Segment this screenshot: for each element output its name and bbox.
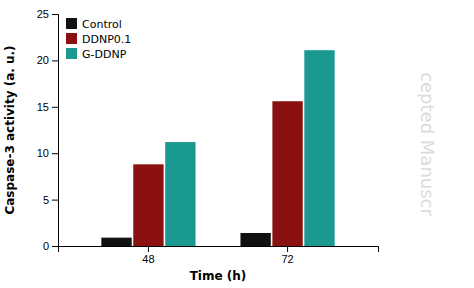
legend-swatch: [66, 48, 77, 59]
chart: 48 72 0 5 10 15 20 25 Control DDNP0.1 G-DDNP Time (…: [0, 0, 474, 288]
y-axis-title: Caspase-3 activity (a. u.): [3, 45, 17, 214]
bar: [133, 164, 163, 246]
legend-item: G-DDNP: [66, 48, 127, 61]
y-tick-label: 25: [37, 8, 49, 20]
plot: 48 72 0 5 10 15 20 25 Control DDNP0.1 G-DDNP: [37, 8, 379, 265]
legend-swatch: [66, 33, 77, 44]
y-tick-label: 10: [37, 147, 49, 159]
y-tick-mark: [52, 153, 58, 154]
bars: [101, 50, 334, 246]
series: [165, 50, 334, 246]
legend-item: Control: [66, 18, 122, 31]
legend: Control DDNP0.1 G-DDNP: [66, 18, 131, 61]
x-tick: 72: [281, 246, 293, 265]
y-tick: 25: [37, 8, 58, 20]
x-axis: 48 72: [59, 246, 379, 265]
y-tick-mark: [52, 107, 58, 108]
y-axis: 0 5 10 15 20 25: [37, 8, 59, 252]
legend-item: DDNP0.1: [66, 33, 131, 46]
bar: [272, 101, 302, 246]
y-tick: 0: [43, 240, 58, 252]
legend-label: DDNP0.1: [82, 33, 131, 46]
y-tick-mark: [52, 60, 58, 61]
legend-swatch: [66, 18, 77, 29]
watermark: cepted Manuscr: [417, 72, 438, 216]
y-tick-label: 0: [43, 240, 49, 252]
x-tick-label: 72: [281, 253, 293, 265]
y-tick-mark: [52, 14, 58, 15]
bar: [165, 142, 195, 246]
legend-label: G-DDNP: [82, 48, 127, 61]
bar: [304, 50, 334, 246]
y-tick-mark: [52, 246, 58, 247]
x-tick: 48: [142, 246, 154, 265]
series: [133, 101, 302, 246]
bar: [101, 238, 131, 246]
y-tick: 20: [37, 54, 58, 66]
y-tick-label: 5: [43, 194, 49, 206]
y-axis-line: [52, 15, 59, 247]
bar: [240, 233, 270, 246]
x-tick-label: 48: [142, 253, 154, 265]
x-axis-title: Time (h): [190, 269, 247, 283]
y-tick: 15: [37, 101, 58, 113]
y-tick: 10: [37, 147, 58, 159]
x-tick-mark: [148, 246, 149, 252]
y-tick-label: 20: [37, 54, 49, 66]
y-tick-mark: [52, 200, 58, 201]
y-tick: 5: [43, 194, 58, 206]
legend-label: Control: [82, 18, 122, 31]
x-axis-line: [59, 247, 379, 253]
x-tick-mark: [287, 246, 288, 252]
y-tick-label: 15: [37, 101, 49, 113]
